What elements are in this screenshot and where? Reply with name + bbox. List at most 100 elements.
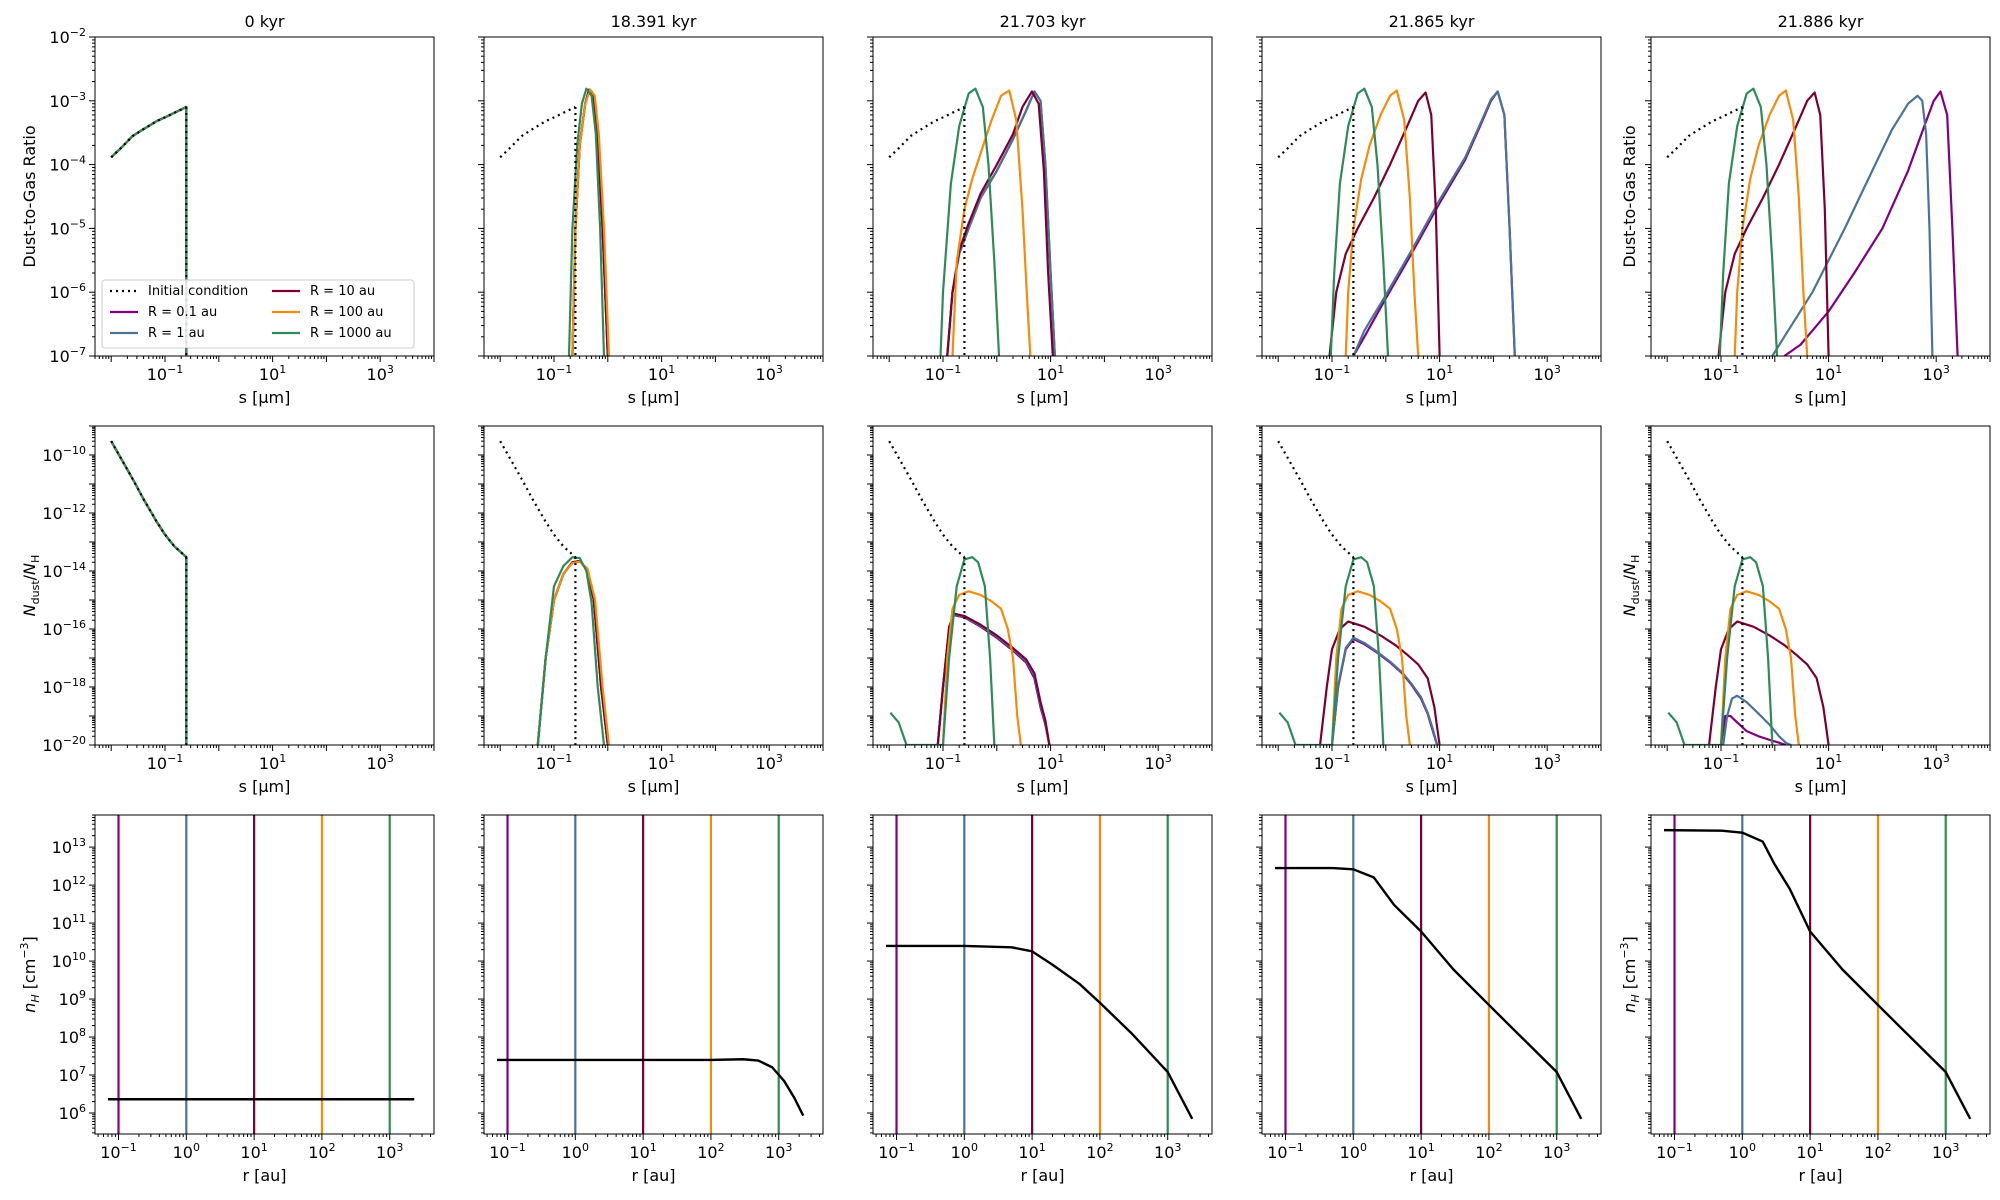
panel-density-col5: 10−1 100 101 102 103 r [au] nH [cm−3] — [1618, 814, 1991, 1185]
x-tick-label: 101 — [629, 1141, 656, 1162]
x-tick-label: 10−1 — [536, 752, 573, 773]
x-tick-label: 102 — [1086, 1141, 1113, 1162]
x-tick-label: 10−1 — [1656, 1141, 1693, 1162]
panel-title: 18.391 kyr — [611, 12, 697, 31]
y-tick-label: 10−7 — [49, 345, 86, 366]
y-tick-label: 1012 — [52, 874, 86, 895]
series-line-r-100-au — [110, 440, 188, 745]
initial-condition-line — [1277, 105, 1354, 159]
x-axis-label: r [au] — [631, 1166, 675, 1185]
series-line-r-0-1-au — [1783, 90, 1959, 356]
plot-area — [499, 440, 611, 745]
axes-frame — [483, 425, 824, 746]
x-axis-label: s [μm] — [628, 388, 680, 407]
legend-label-r-10-au: R = 10 au — [310, 284, 375, 299]
legend-frame — [101, 279, 415, 349]
density-profile-line — [1663, 828, 1972, 1120]
series-line-r-10-au — [110, 440, 188, 745]
panel-dust-to-gas-col2: 10−1 101 103 s [μm] 18.391 kyr — [478, 12, 824, 407]
series-line-r-1-au — [1771, 94, 1934, 356]
y-tick-label: 10−18 — [42, 676, 86, 697]
panel-dust-to-gas-col4: 10−1 101 103 s [μm] 21.865 kyr — [1256, 12, 1602, 407]
x-tick-label: 10−1 — [1267, 1141, 1304, 1162]
plot-area — [1277, 440, 1441, 745]
x-tick-label: 101 — [1426, 752, 1453, 773]
axes-frame — [872, 814, 1213, 1135]
panel-number-ratio-col1: 10−1 101 103 10−20 10−18 10−16 10−14 10−12 10−10… — [20, 425, 435, 796]
x-tick-label: 101 — [1018, 1141, 1045, 1162]
series-line-r-1000-au — [889, 556, 996, 745]
y-tick-label: 107 — [59, 1064, 86, 1085]
y-tick-label: 10−14 — [42, 560, 86, 581]
x-tick-label: 103 — [367, 752, 394, 773]
axes-frame — [94, 814, 435, 1135]
x-tick-label: 10−1 — [1703, 363, 1740, 384]
x-tick-label: 102 — [1864, 1141, 1891, 1162]
x-tick-label: 101 — [259, 752, 286, 773]
x-axis-label: s [μm] — [1795, 388, 1847, 407]
series-line-r-10-au — [1717, 91, 1830, 356]
panel-number-ratio-col2: 10−1 101 103 s [μm] — [478, 425, 824, 796]
plot-area — [1666, 440, 1830, 745]
x-axis-label: r [au] — [242, 1166, 286, 1185]
x-tick-label: 103 — [756, 363, 783, 384]
y-tick-label: 10−6 — [49, 281, 86, 302]
x-tick-label: 103 — [1543, 1141, 1570, 1162]
x-tick-label: 101 — [648, 752, 675, 773]
x-tick-label: 103 — [1154, 1141, 1181, 1162]
x-tick-label: 10−1 — [489, 1141, 526, 1162]
density-profile-line — [497, 1058, 805, 1117]
y-axis-label: nH [cm−3] — [1618, 936, 1642, 1013]
legend-label-initial-condition: Initial condition — [148, 284, 248, 299]
initial-condition-line — [888, 440, 966, 558]
x-tick-label: 10−1 — [925, 752, 962, 773]
y-axis-label: Ndust/NH — [1620, 555, 1642, 617]
plot-area — [108, 815, 415, 1134]
legend-label-r-1000-au: R = 1000 au — [310, 326, 392, 341]
plot-area — [1275, 815, 1583, 1134]
x-tick-label: 100 — [951, 1141, 978, 1162]
plot-area — [499, 87, 611, 356]
x-tick-label: 101 — [648, 363, 675, 384]
panel-title: 21.886 kyr — [1778, 12, 1864, 31]
series-line-r-1000-au — [1718, 87, 1779, 356]
series-line-r-1-au — [110, 440, 188, 745]
series-line-r-1000-au — [110, 440, 188, 745]
panel-title: 0 kyr — [244, 12, 284, 31]
panel-dust-to-gas-col5: 10−1 101 103 s [μm] Dust-to-Gas Ratio 21.886 … — [1620, 12, 1991, 407]
x-tick-label: 10−1 — [925, 363, 962, 384]
axes-frame — [1650, 814, 1991, 1135]
series-line-r-1000-au — [1278, 556, 1385, 745]
x-tick-label: 101 — [1037, 363, 1064, 384]
x-tick-label: 10−1 — [536, 363, 573, 384]
series-line-r-1-au — [1722, 694, 1792, 745]
x-tick-label: 10−1 — [878, 1141, 915, 1162]
y-tick-label: 10−5 — [49, 217, 86, 238]
y-tick-label: 10−20 — [42, 734, 86, 755]
x-axis-label: s [μm] — [239, 388, 291, 407]
legend-label-r-1-au: R = 1 au — [148, 326, 205, 341]
plot-area — [886, 815, 1194, 1134]
x-tick-label: 10−1 — [1314, 363, 1351, 384]
x-axis-label: r [au] — [1020, 1166, 1064, 1185]
axes-frame — [483, 36, 824, 357]
series-line-r-0-1-au — [110, 440, 188, 745]
y-tick-label: 10−12 — [42, 502, 86, 523]
x-axis-label: s [μm] — [1017, 388, 1069, 407]
x-tick-label: 102 — [1475, 1141, 1502, 1162]
panel-title: 21.865 kyr — [1389, 12, 1475, 31]
y-axis-label: nH [cm−3] — [18, 936, 42, 1013]
panel-density-col1: 10−1 100 101 102 103 106 107 108 109 1010 1011 1012… — [18, 814, 435, 1185]
series-line-r-1000-au — [1667, 556, 1774, 745]
x-tick-label: 102 — [308, 1141, 335, 1162]
y-tick-label: 106 — [59, 1102, 86, 1123]
x-tick-label: 103 — [1145, 752, 1172, 773]
x-tick-label: 101 — [1426, 363, 1453, 384]
y-tick-label: 1013 — [52, 836, 86, 857]
initial-condition-line — [499, 440, 577, 558]
plot-area — [110, 105, 188, 356]
series-line-r-0-1-au — [1352, 90, 1516, 356]
plot-area — [1663, 815, 1972, 1134]
y-axis-label: Ndust/NH — [20, 555, 42, 617]
legend-label-r-100-au: R = 100 au — [310, 305, 383, 320]
